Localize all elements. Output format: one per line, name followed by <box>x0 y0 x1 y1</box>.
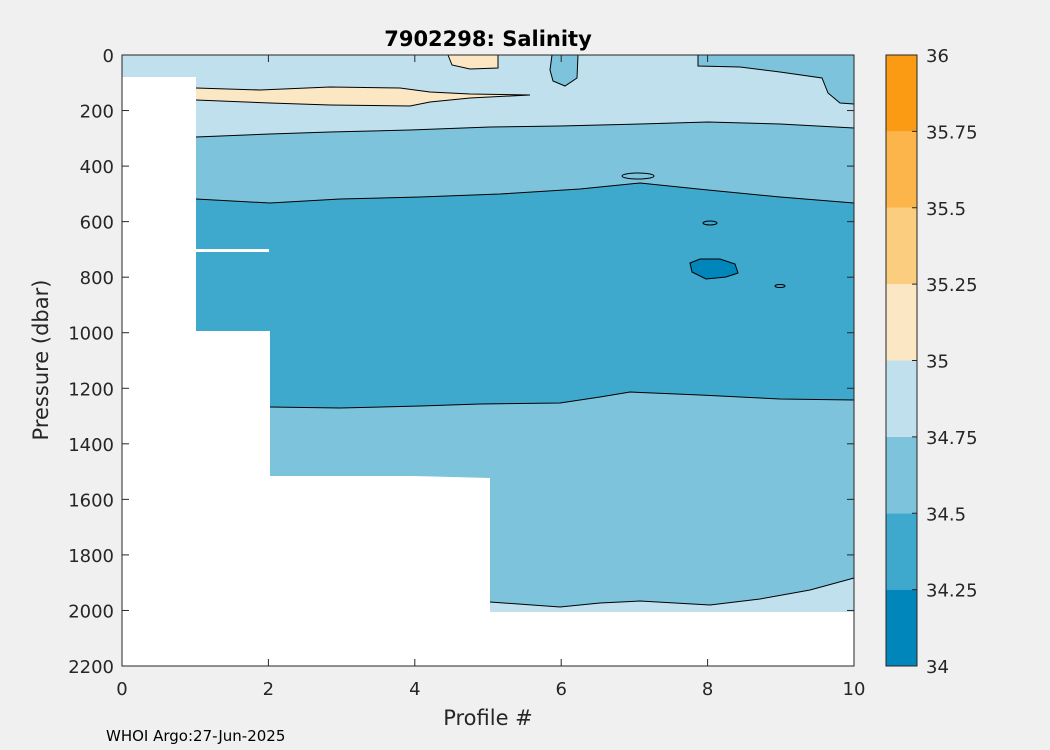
band-35-35-25-lens <box>196 87 530 106</box>
y-tick-label: 1600 <box>68 490 114 511</box>
contour-line <box>689 258 739 280</box>
x-axis-ticks: 0 2 4 6 8 10 <box>116 55 865 700</box>
contour-line <box>702 220 718 226</box>
contour-line <box>621 172 655 180</box>
colorbar: 34 34.25 34.5 34.75 35 35.25 35.5 35.75 36 <box>885 46 978 678</box>
y-tick-label: 200 <box>80 102 114 123</box>
colorbar-tick-label: 35.25 <box>926 275 978 296</box>
contour-lines <box>195 54 855 608</box>
y-tick-label: 1800 <box>68 546 114 567</box>
y-tick-label: 1200 <box>68 379 114 400</box>
y-tick-label: 2200 <box>68 657 114 678</box>
y-tick-label: 400 <box>80 157 114 178</box>
band-35-35-25-top <box>448 55 498 69</box>
x-tick-label: 10 <box>843 679 866 700</box>
band-34-5-34-75-lower <box>270 392 854 607</box>
y-tick-label: 600 <box>80 213 114 234</box>
colorbar-tick-label: 34.75 <box>926 428 978 449</box>
x-tick-label: 8 <box>702 679 713 700</box>
x-axis-label: Profile # <box>443 706 533 730</box>
footer-credit: WHOI Argo:27-Jun-2025 <box>106 727 285 745</box>
contour-line <box>549 54 579 87</box>
x-tick-label: 0 <box>116 679 127 700</box>
y-tick-label: 2000 <box>68 601 114 622</box>
y-axis-label: Pressure (dbar) <box>29 280 53 441</box>
x-tick-label: 4 <box>409 679 420 700</box>
contour-line <box>195 86 531 107</box>
colorbar-tick-label: 35.75 <box>926 122 978 143</box>
colorbar-band <box>886 284 917 361</box>
colorbar-tick-label: 34 <box>926 657 949 678</box>
contour-line <box>195 182 855 204</box>
contour-line <box>447 54 499 70</box>
contour-fills <box>122 55 854 612</box>
band-34-5-pocket-top <box>550 55 578 86</box>
band-34-34-25-patch <box>690 259 738 279</box>
x-tick-label: 2 <box>263 679 274 700</box>
y-tick-label: 0 <box>103 46 114 67</box>
y-axis-ticks: 0 200 400 600 800 1000 1200 1400 1600 1800 2000 220… <box>68 46 854 678</box>
contour-line <box>269 391 855 409</box>
contour-line <box>697 55 855 105</box>
colorbar-tick-label: 36 <box>926 46 949 67</box>
band-34-25-34-5-core <box>196 183 854 408</box>
chart-title: 7902298: Salinity <box>384 27 592 51</box>
colorbar-band <box>886 513 917 590</box>
contour-line <box>195 121 855 138</box>
colorbar-band <box>886 436 917 514</box>
y-tick-label: 800 <box>80 268 114 289</box>
band-34-5-right-tongue <box>698 55 854 104</box>
colorbar-band <box>886 360 917 437</box>
colorbar-tick-label: 34.5 <box>926 504 966 525</box>
plot-frame <box>121 54 855 667</box>
colorbar-band <box>886 55 917 132</box>
band-34-5-34-75-upper <box>196 122 854 203</box>
colorbar-band <box>886 131 917 208</box>
colorbar-tick-label: 34.25 <box>926 581 978 602</box>
colorbar-band <box>886 589 917 666</box>
colorbar-tick-label: 35.5 <box>926 199 966 220</box>
colorbar-tick-label: 35 <box>926 352 949 373</box>
colorbar-band <box>886 207 917 285</box>
contour-line <box>489 577 855 608</box>
band-34-75-35-bottom <box>490 578 854 612</box>
x-tick-label: 6 <box>555 679 566 700</box>
y-tick-label: 1400 <box>68 435 114 456</box>
data-gap-line <box>196 249 269 252</box>
contour-line <box>774 284 786 288</box>
y-tick-label: 1000 <box>68 324 114 345</box>
